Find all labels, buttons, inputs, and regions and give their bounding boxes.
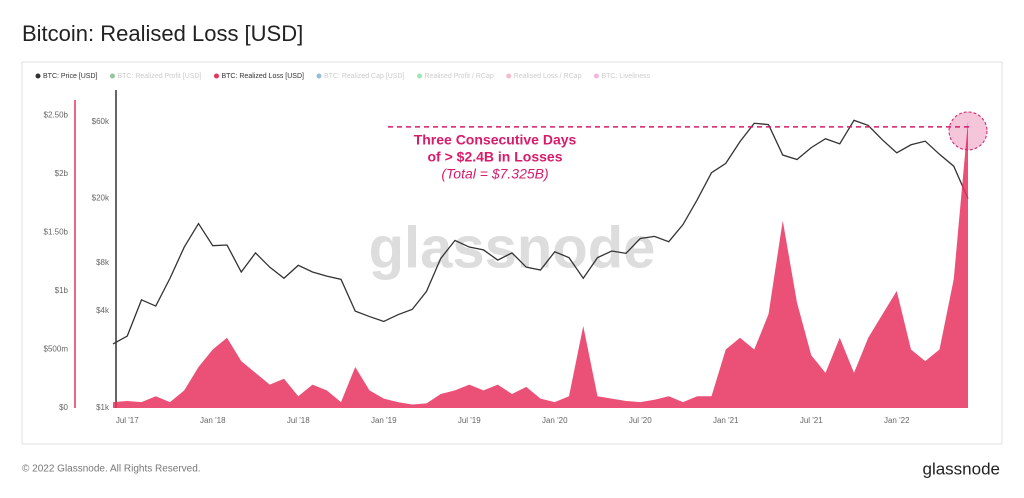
x-tick-label: Jan '18 (200, 416, 226, 425)
y-tick-label: $2b (55, 169, 69, 178)
annotation-text: of > $2.4B in Losses (428, 149, 563, 165)
legend-label: Realised Profit / RCap (425, 73, 494, 80)
watermark: glassnode (369, 215, 656, 280)
legend-swatch (417, 73, 422, 79)
legend-label: Realised Loss / RCap (514, 73, 582, 80)
highlight-circle (948, 111, 988, 151)
brand: glassnode (922, 459, 1000, 478)
chart-frame (21, 61, 1003, 445)
y2-tick-label: $20k (92, 194, 110, 203)
legend-label: BTC: Realized Cap [USD] (324, 73, 405, 80)
chart-title: Bitcoin: Realised Loss [USD] (22, 21, 303, 46)
footer: © 2022 Glassnode. All Rights Reserved. (22, 464, 201, 475)
loss-area (113, 121, 968, 409)
price-line (112, 119, 969, 345)
legend-swatch (593, 73, 599, 79)
annotation-text: Three Consecutive Days (414, 132, 577, 148)
legend-label: BTC: Realized Profit [USD] (117, 73, 201, 80)
x-tick-label: Jan '22 (884, 416, 910, 425)
legend-swatch (109, 73, 115, 79)
x-tick-label: Jan '19 (371, 416, 397, 425)
y-tick-label: $0 (59, 403, 68, 412)
y-tick-label: $500m (44, 345, 69, 354)
x-tick-label: Jan '21 (713, 416, 739, 425)
legend-swatch (316, 73, 322, 79)
y-tick-label: $1b (55, 286, 69, 295)
x-tick-label: Jul '17 (116, 416, 139, 425)
x-tick-label: Jan '20 (542, 416, 568, 425)
legend-label: BTC: Liveliness (601, 73, 650, 80)
x-tick-label: Jul '19 (458, 416, 481, 425)
x-tick-label: Jul '20 (629, 416, 652, 425)
y-tick-label: $1.50b (44, 227, 69, 236)
legend-label: BTC: Price [USD] (43, 73, 98, 80)
y-tick-label: $2.50b (44, 110, 69, 119)
legend-swatch (506, 73, 512, 79)
y2-tick-label: $4k (96, 306, 110, 315)
x-tick-label: Jul '18 (287, 416, 310, 425)
legend-label: BTC: Realized Loss [USD] (221, 73, 304, 80)
x-tick-label: Jul '21 (800, 416, 823, 425)
y2-tick-label: $1k (96, 403, 110, 412)
y2-tick-label: $8k (96, 258, 110, 267)
legend-swatch (213, 73, 219, 79)
legend-swatch (35, 73, 41, 79)
annotation-text: (Total = $7.325B) (441, 166, 548, 182)
y2-tick-label: $60k (92, 117, 110, 126)
